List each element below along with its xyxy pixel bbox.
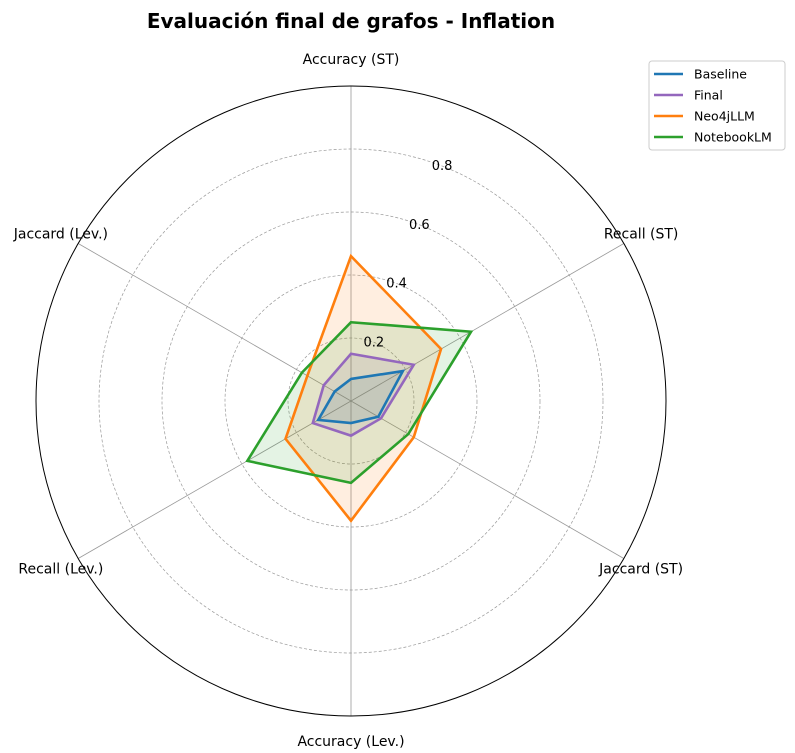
spoke-6 (78, 243, 352, 402)
series-line-2 (311, 352, 416, 438)
axis-label-3: Jaccard (ST) (598, 562, 683, 578)
r-tick-label-1: 0.2 (363, 335, 384, 350)
series-line-3 (284, 253, 443, 523)
axis-label-4: Accuracy (Lev.) (297, 734, 404, 750)
axis-label-1: Accuracy (ST) (303, 52, 400, 68)
r-tick-label-3: 0.6 (409, 218, 430, 233)
spoke-2 (350, 243, 624, 402)
axis-label-2: Recall (ST) (604, 227, 679, 243)
legend: Baseline Final Neo4jLLM NotebookLM (648, 60, 786, 151)
outer-boundary (35, 85, 667, 717)
series-area-3 (285, 256, 442, 521)
legend-label-1: Baseline (694, 67, 747, 82)
axis-label-6: Jaccard (Lev.) (13, 227, 108, 243)
axis-label-5: Recall (Lev.) (18, 562, 103, 578)
legend-label-3: Neo4jLLM (694, 109, 755, 124)
r-tick-label-2: 0.4 (386, 277, 407, 292)
series-line-1 (316, 369, 406, 425)
series-line-4 (245, 320, 474, 485)
legend-label-4: NotebookLM (694, 130, 772, 145)
series-area-4 (247, 322, 472, 483)
chart-title: Evaluación final de grafos - Inflation (147, 9, 555, 33)
spoke-3 (350, 400, 624, 559)
legend-label-2: Final (694, 88, 723, 103)
r-tick-label-4: 0.8 (432, 159, 453, 174)
spoke-5 (78, 400, 352, 559)
